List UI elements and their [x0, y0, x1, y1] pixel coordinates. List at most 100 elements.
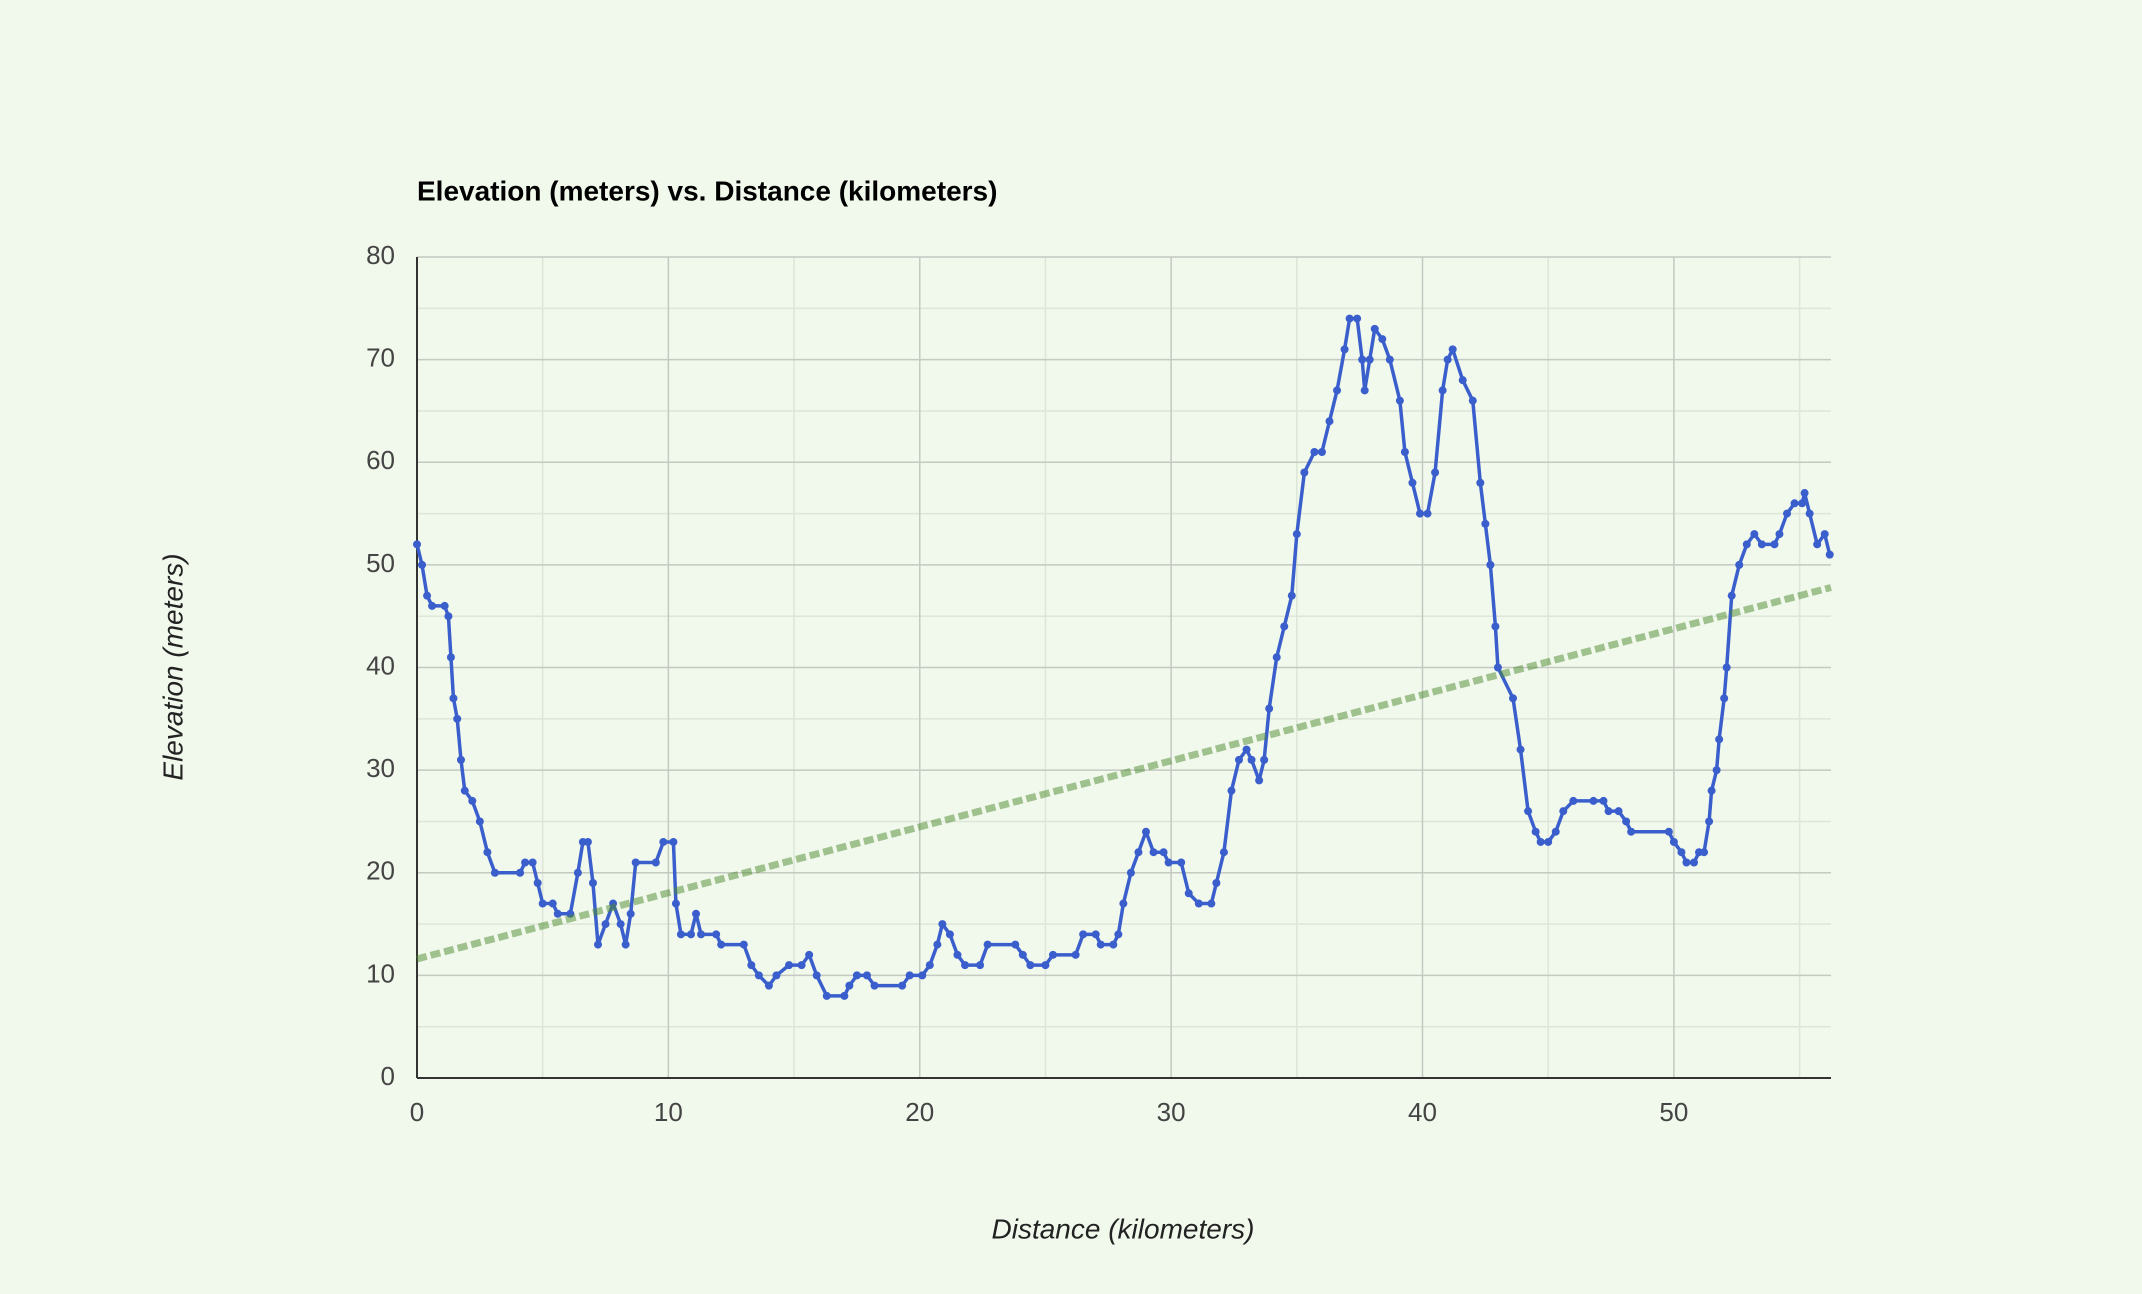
- point-marker: [490, 868, 499, 877]
- point-marker: [583, 837, 592, 846]
- point-marker: [444, 612, 453, 621]
- point-marker: [1775, 530, 1784, 539]
- point-marker: [446, 653, 455, 662]
- point-marker: [852, 971, 861, 980]
- point-marker: [1280, 622, 1289, 631]
- series-line: [415, 316, 1832, 998]
- point-marker: [938, 920, 947, 929]
- point-marker: [1664, 827, 1673, 836]
- point-marker: [764, 981, 773, 990]
- point-marker: [1798, 499, 1807, 508]
- point-marker: [1207, 899, 1216, 908]
- y-tick-label: 80: [366, 240, 395, 270]
- point-marker: [1423, 509, 1432, 518]
- point-marker: [538, 899, 547, 908]
- point-marker: [1219, 848, 1228, 857]
- point-marker: [1026, 961, 1035, 970]
- x-tick-label: 30: [1157, 1097, 1186, 1127]
- point-marker: [1544, 837, 1553, 846]
- point-marker: [1468, 396, 1477, 405]
- point-marker: [1820, 530, 1829, 539]
- point-marker: [449, 694, 458, 703]
- point-marker: [1757, 540, 1766, 549]
- x-tick-label: 40: [1408, 1097, 1437, 1127]
- point-marker: [1360, 386, 1369, 395]
- point-marker: [1091, 930, 1100, 939]
- point-marker: [1325, 417, 1334, 426]
- point-marker: [1395, 396, 1404, 405]
- point-marker: [601, 920, 610, 929]
- point-marker: [1727, 591, 1736, 600]
- point-marker: [1750, 530, 1759, 539]
- point-marker: [1300, 468, 1309, 477]
- point-marker: [1212, 879, 1221, 888]
- point-marker: [621, 940, 630, 949]
- point-marker: [1742, 540, 1751, 549]
- point-marker: [1627, 827, 1636, 836]
- point-marker: [1134, 848, 1143, 857]
- point-marker: [1041, 961, 1050, 970]
- point-marker: [1783, 509, 1792, 518]
- point-marker: [1159, 848, 1168, 857]
- point-marker: [1516, 745, 1525, 754]
- x-axis-title: Distance (kilometers): [992, 1213, 1255, 1244]
- point-marker: [1715, 735, 1724, 744]
- point-marker: [1604, 807, 1613, 816]
- point-marker: [1536, 837, 1545, 846]
- point-marker: [1790, 499, 1799, 508]
- y-tick-label: 70: [366, 343, 395, 373]
- point-marker: [1340, 345, 1349, 354]
- point-marker: [588, 879, 597, 888]
- point-marker: [1431, 468, 1440, 477]
- y-tick-label: 40: [366, 650, 395, 680]
- point-marker: [1365, 355, 1374, 364]
- point-marker: [413, 540, 421, 549]
- point-marker: [1310, 447, 1319, 456]
- point-marker: [898, 981, 907, 990]
- point-marker: [1700, 848, 1709, 857]
- point-marker: [1018, 950, 1027, 959]
- point-marker: [1378, 335, 1387, 344]
- point-marker: [1825, 550, 1834, 559]
- point-marker: [423, 591, 432, 600]
- point-marker: [1569, 796, 1578, 805]
- point-marker: [1184, 889, 1193, 898]
- point-marker: [1813, 540, 1822, 549]
- point-marker: [1119, 899, 1128, 908]
- point-marker: [676, 930, 685, 939]
- point-marker: [1707, 786, 1716, 795]
- point-marker: [918, 971, 927, 980]
- point-marker: [687, 930, 696, 939]
- point-marker: [1385, 355, 1394, 364]
- point-marker: [456, 755, 465, 764]
- point-marker: [460, 786, 469, 795]
- point-marker: [671, 899, 680, 908]
- y-tick-label: 0: [381, 1061, 395, 1091]
- point-marker: [1096, 940, 1105, 949]
- point-marker: [1265, 704, 1274, 713]
- point-marker: [1260, 755, 1269, 764]
- point-marker: [1689, 858, 1698, 867]
- point-marker: [712, 930, 721, 939]
- point-marker: [669, 837, 678, 846]
- point-marker: [1531, 827, 1540, 836]
- point-marker: [812, 971, 821, 980]
- x-tick-label: 0: [410, 1097, 424, 1127]
- point-marker: [483, 848, 492, 857]
- point-marker: [418, 560, 427, 569]
- point-marker: [468, 796, 477, 805]
- point-marker: [905, 971, 914, 980]
- point-marker: [1559, 807, 1568, 816]
- point-marker: [651, 858, 660, 867]
- point-marker: [772, 971, 781, 980]
- point-marker: [1493, 663, 1502, 672]
- point-marker: [976, 961, 985, 970]
- point-marker: [925, 961, 934, 970]
- point-marker: [1524, 807, 1533, 816]
- point-marker: [616, 920, 625, 929]
- point-marker: [1126, 868, 1135, 877]
- point-marker: [521, 858, 530, 867]
- point-marker: [1292, 530, 1301, 539]
- point-marker: [631, 858, 640, 867]
